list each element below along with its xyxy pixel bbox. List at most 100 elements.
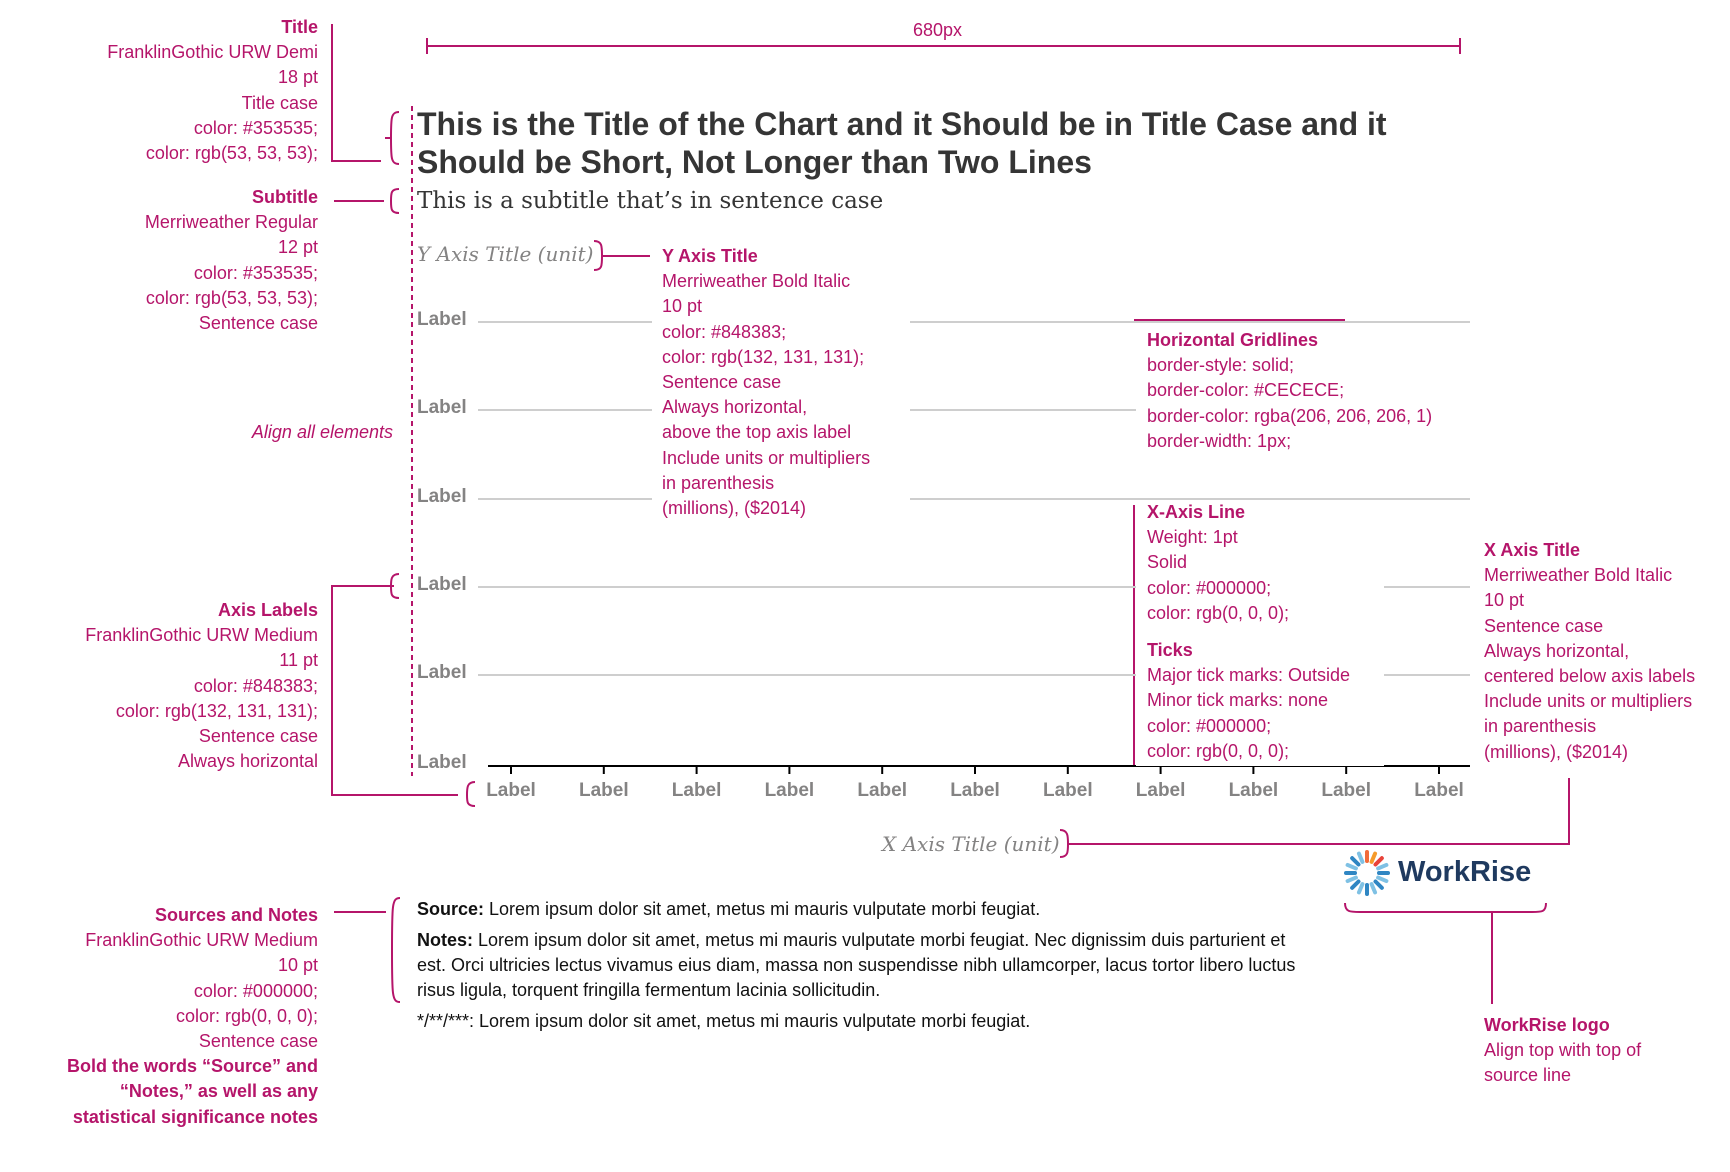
y-axis-title-annotation-line: Include units or multipliers (662, 447, 871, 468)
x-axis-label: Label (950, 780, 1000, 801)
axis-labels-annotation-line: 11 pt (279, 650, 318, 671)
subtitle-annotation-line: Merriweather Regular (144, 212, 318, 233)
title-annotation-line: color: #353535; (193, 117, 318, 138)
ticks-annotation-line: Ticks (1147, 640, 1193, 660)
x-axis-title-annotation-line: Always horizontal, (1484, 640, 1630, 661)
axis-labels-connector (331, 573, 476, 807)
sources-connector (334, 897, 401, 1003)
gridlines-annotation-line: border-style: solid; (1147, 355, 1295, 376)
x-axis-line-annotation-line: Solid (1147, 552, 1188, 573)
y-axis-title-annotation-line: color: #848383; (662, 321, 787, 342)
x-axis-title-annotation-line: 10 pt (1484, 590, 1525, 611)
x-axis-title-annotation-line: Merriweather Bold Italic (1484, 565, 1673, 586)
y-axis-title-annotation-line: Sentence case (662, 372, 782, 393)
source-line: Source: Lorem ipsum dolor sit amet, metu… (417, 897, 1307, 922)
notes-label: Notes: (417, 930, 474, 950)
annotation-ticks: Ticks Major tick marks: Outside Minor tick… (1147, 638, 1350, 764)
y-axis-title-annotation-line: color: rgb(132, 131, 131); (662, 346, 865, 367)
logo-annotation-line: source line (1484, 1065, 1572, 1086)
y-axis-title-annotation-line: (millions), ($2014) (662, 498, 807, 519)
sources-annotation-line: Bold the words “Source” and (66, 1056, 318, 1077)
y-axis-title: Y Axis Title (unit) (417, 242, 594, 266)
y-axis-label: Label (417, 486, 467, 507)
chart-subtitle: This is a subtitle that’s in sentence ca… (417, 188, 884, 214)
x-axis-title: X Axis Title (unit) (882, 832, 1060, 856)
notes-line: Notes: Lorem ipsum dolor sit amet, metus… (417, 928, 1307, 1003)
y-axis-title-annotation-line: Always horizontal, (662, 397, 808, 418)
title-annotation-line: Title (281, 17, 318, 37)
annotation-x-axis-title: X Axis Title Merriweather Bold Italic 10 p… (1484, 538, 1695, 765)
title-annotation-line: color: rgb(53, 53, 53); (145, 143, 318, 164)
annotation-axis-labels: Axis Labels FranklinGothic URW Medium 11 p… (85, 598, 318, 774)
y-axis-label: Label (417, 397, 467, 418)
chart-title-line2: Should be Short, Not Longer than Two Lin… (417, 144, 1092, 180)
annotation-logo: WorkRise logo Align top with top of source… (1484, 1013, 1641, 1089)
source-label: Source: (417, 899, 485, 919)
chart-title-line1: This is the Title of the Chart and it Sh… (417, 106, 1387, 142)
annotation-gridlines: Horizontal Gridlines border-style: solid;… (1147, 328, 1432, 454)
x-title-connector (1059, 778, 1570, 858)
axis-labels-annotation-line: color: #848383; (193, 675, 318, 696)
annotation-x-axis-line: X-Axis Line Weight: 1pt Solid color: #00000… (1147, 500, 1289, 626)
axis-labels-annotation-line: Sentence case (198, 726, 318, 747)
ticks-annotation-line: Major tick marks: Outside (1147, 665, 1351, 686)
axis-labels-annotation-line: Always horizontal (177, 751, 318, 772)
ticks-annotation-line: Minor tick marks: none (1147, 690, 1329, 711)
gridlines-annotation-line: Horizontal Gridlines (1147, 330, 1319, 350)
sources-annotation-line: “Notes,” as well as any (119, 1081, 318, 1102)
annotation-y-axis-title: Y Axis Title Merriweather Bold Italic 10 p… (662, 244, 870, 521)
sources-annotation-line: statistical significance notes (72, 1106, 318, 1127)
y-axis-label: Label (417, 574, 467, 595)
subtitle-annotation-line: color: rgb(53, 53, 53); (145, 287, 318, 308)
x-axis-label: Label (578, 780, 629, 801)
gridlines-annotation-line: border-color: rgba(206, 206, 206, 1) (1147, 405, 1433, 426)
axis-labels-annotation-line: Axis Labels (217, 600, 318, 620)
workrise-logo: WorkRise (1344, 850, 1544, 898)
subtitle-annotation-line: Sentence case (198, 313, 318, 334)
sources-annotation-line: Sentence case (198, 1031, 318, 1052)
x-axis-label: Label (1414, 780, 1464, 801)
title-connector (331, 24, 400, 165)
workrise-logo-mark-icon (1344, 850, 1390, 896)
title-annotation-line: 18 pt (277, 67, 318, 88)
sources-annotation-line: 10 pt (277, 955, 318, 976)
x-axis-label: Label (1042, 780, 1093, 801)
x-axis-label: Label (1135, 780, 1186, 801)
chart-title: This is the Title of the Chart and it Sh… (417, 105, 1387, 181)
notes-text: Lorem ipsum dolor sit amet, metus mi mau… (417, 930, 1296, 1000)
x-axis-label: Label (1321, 780, 1371, 801)
x-axis-line-annotation-line: X-Axis Line (1147, 502, 1246, 522)
y-axis-title-annotation-line: in parenthesis (662, 472, 775, 493)
dimension-line (426, 38, 1461, 54)
x-axis-title-annotation-line: Include units or multipliers (1484, 691, 1693, 712)
x-axis-title-annotation-line: centered below axis labels (1484, 666, 1696, 687)
annotation-sources-notes: Sources and Notes FranklinGothic URW Medi… (67, 903, 318, 1130)
x-axis-title-annotation-line: X Axis Title (1484, 540, 1581, 560)
axis-labels-annotation-line: FranklinGothic URW Medium (85, 625, 318, 646)
x-axis-label: Label (1228, 780, 1279, 801)
workrise-logo-text: WorkRise (1398, 856, 1532, 888)
subtitle-annotation-line: 12 pt (277, 237, 318, 258)
dimension-label: 680px (913, 20, 963, 40)
logo-annotation-line: Align top with top of (1484, 1040, 1642, 1061)
x-axis-line-annotation-line: color: #000000; (1147, 577, 1272, 598)
subtitle-annotation-line: color: #353535; (193, 262, 318, 283)
annotation-subtitle: Subtitle Merriweather Regular 12 pt color: … (145, 185, 318, 336)
x-axis-line-annotation-line: color: rgb(0, 0, 0); (1147, 602, 1290, 623)
gridlines-annotation-line: border-width: 1px; (1147, 430, 1292, 451)
subtitle-annotation-line: Subtitle (252, 187, 318, 207)
source-notes: Source: Lorem ipsum dolor sit amet, metu… (417, 897, 1307, 1034)
y-title-connector (593, 240, 650, 271)
x-axis-label: Label (486, 780, 536, 801)
source-text: Lorem ipsum dolor sit amet, metus mi mau… (484, 899, 1041, 919)
x-axis-label: Label (671, 780, 722, 801)
y-axis-label: Label (417, 662, 467, 683)
ticks-annotation-line: color: rgb(0, 0, 0); (1147, 740, 1290, 761)
sources-annotation-line: FranklinGothic URW Medium (85, 930, 318, 951)
sources-annotation-line: color: rgb(0, 0, 0); (175, 1005, 318, 1026)
significance-line: */**/***: Lorem ipsum dolor sit amet, me… (417, 1011, 1031, 1031)
x-axis-label: Label (764, 780, 815, 801)
sources-annotation-line: Sources and Notes (154, 905, 318, 925)
title-annotation-line: FranklinGothic URW Demi (107, 42, 318, 63)
y-axis-label: Label (417, 752, 467, 773)
